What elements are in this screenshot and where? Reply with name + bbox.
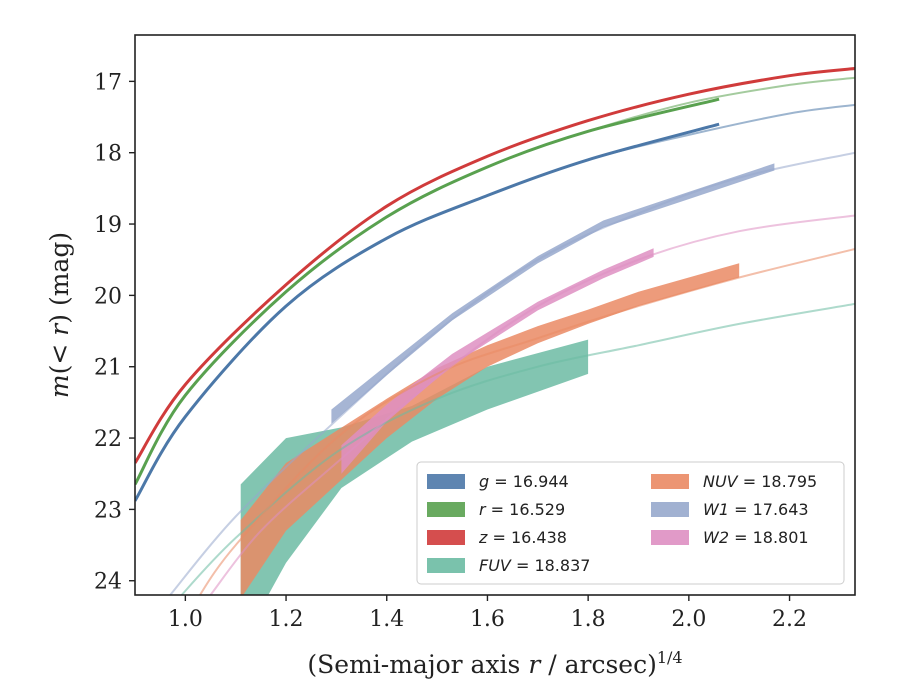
legend-label-z: z = 16.438 xyxy=(478,528,567,547)
model-curve-nuv xyxy=(198,248,855,595)
legend-swatch-z xyxy=(427,530,465,545)
legend-swatch-g xyxy=(427,474,465,489)
y-tick-label: 20 xyxy=(94,284,122,309)
x-tick-label: 1.2 xyxy=(269,607,304,632)
y-tick-label: 21 xyxy=(94,356,122,381)
legend-label-w2: W2 = 18.801 xyxy=(703,528,809,547)
y-tick-label: 19 xyxy=(94,213,122,238)
legend: g = 16.944 r = 16.529 z = 16.438 FUV = 18.8… xyxy=(416,461,845,585)
y-tick-label: 22 xyxy=(94,427,122,452)
x-tick-label: 2.0 xyxy=(671,607,706,632)
y-axis-label: m(< r) (mag) xyxy=(45,232,74,398)
legend-label-nuv: NUV = 18.795 xyxy=(703,472,817,491)
legend-swatch-r xyxy=(427,502,465,517)
y-tick-label: 23 xyxy=(94,498,122,523)
legend-label-r: r = 16.529 xyxy=(479,500,565,519)
y-tick-label: 24 xyxy=(94,570,122,595)
legend-swatch-nuv xyxy=(651,474,689,489)
error-band-fuv xyxy=(240,339,589,595)
y-tick-label: 18 xyxy=(94,142,122,167)
legend-box xyxy=(416,461,845,585)
x-tick-label: 1.0 xyxy=(168,607,203,632)
x-axis-label: (Semi-major axis r / arcsec)1/4 xyxy=(307,648,682,679)
legend-label-g: g = 16.944 xyxy=(479,472,569,491)
plot-frame xyxy=(134,34,856,596)
profile-line-r xyxy=(135,97,720,486)
profile-line-z xyxy=(135,67,855,464)
x-axis-label-exponent: 1/4 xyxy=(657,648,683,667)
legend-swatch-fuv xyxy=(427,558,465,573)
model-curve-w2 xyxy=(209,214,855,595)
legend-label-fuv: FUV = 18.837 xyxy=(479,556,590,575)
model-curve-w1 xyxy=(169,151,855,595)
legend-label-w1: W1 = 17.643 xyxy=(703,500,809,519)
x-tick-label: 1.4 xyxy=(369,607,404,632)
legend-swatch-w1 xyxy=(651,502,689,517)
y-tick-label: 17 xyxy=(94,70,122,95)
x-tick-label: 2.2 xyxy=(772,607,807,632)
profile-line-g xyxy=(135,122,720,502)
legend-swatch-w2 xyxy=(651,530,689,545)
x-tick-label: 1.8 xyxy=(571,607,606,632)
model-curve-fuv xyxy=(180,302,855,595)
x-tick-label: 1.6 xyxy=(470,607,505,632)
error-band-nuv xyxy=(240,263,740,595)
